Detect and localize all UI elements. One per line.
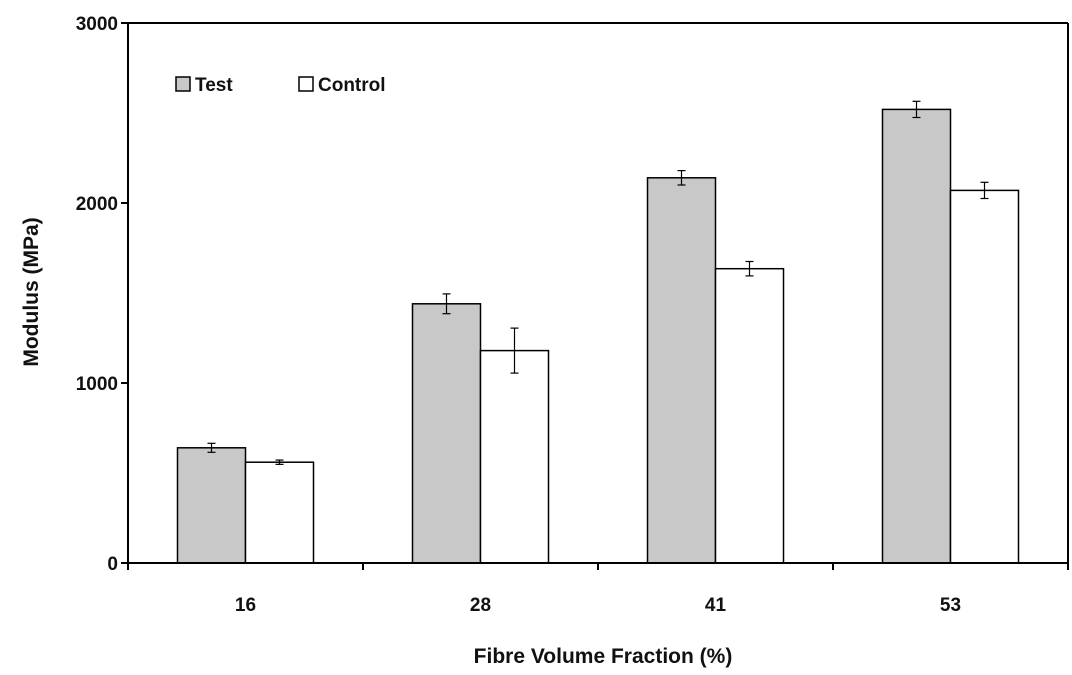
- error-bar-control-41: [745, 260, 754, 277]
- error-bar-control-16: [275, 459, 284, 465]
- y-tick-labels: 0 1000 2000 3000: [76, 14, 118, 575]
- x-tick-label-28: 28: [470, 595, 491, 616]
- y-tick-label-2000: 2000: [76, 194, 118, 215]
- bar-test-28: [411, 303, 482, 564]
- bar-control-41: [714, 267, 785, 564]
- x-tick-labels: 16 28 41 53: [235, 595, 961, 616]
- error-bar-test-41: [677, 170, 686, 186]
- bar-control-53: [949, 189, 1020, 564]
- legend-swatch-test: [175, 76, 191, 92]
- bars-layer: [176, 108, 1020, 564]
- axes-layer: [121, 22, 1069, 570]
- error-bar-test-53: [912, 100, 921, 119]
- y-tick-label-1000: 1000: [76, 374, 118, 395]
- error-bar-test-16: [207, 442, 216, 453]
- bar-control-16: [244, 461, 315, 564]
- x-tick-label-16: 16: [235, 595, 256, 616]
- bar-test-16: [176, 447, 247, 564]
- bar-test-41: [646, 177, 717, 564]
- legend: Test Control: [175, 75, 386, 96]
- bar-control-28: [479, 349, 550, 564]
- legend-label-control: Control: [318, 75, 386, 96]
- y-tick-label-0: 0: [107, 554, 118, 575]
- error-bar-control-53: [980, 181, 989, 200]
- x-tick-label-53: 53: [940, 595, 961, 616]
- legend-swatch-control: [298, 76, 314, 92]
- x-axis-title: Fibre Volume Fraction (%): [474, 645, 733, 668]
- error-bar-control-28: [510, 327, 519, 374]
- x-tick-label-41: 41: [705, 595, 727, 616]
- legend-label-test: Test: [195, 75, 233, 96]
- error-bar-test-28: [442, 293, 451, 315]
- y-tick-label-3000: 3000: [76, 14, 118, 35]
- y-axis-title: Modulus (MPa): [20, 217, 43, 366]
- bar-test-53: [881, 108, 952, 564]
- error-bars-layer: [207, 100, 989, 465]
